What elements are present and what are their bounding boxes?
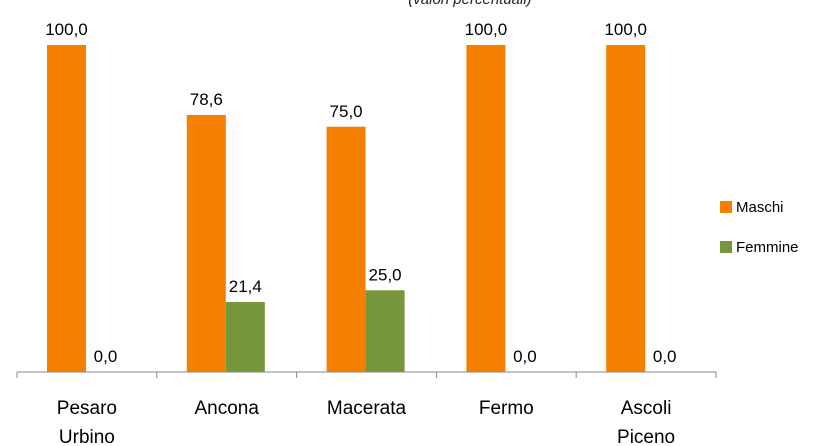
bar-maschi [186, 114, 226, 372]
x-axis [16, 371, 717, 378]
data-label-femmine: 25,0 [369, 265, 402, 284]
legend-label-femmine: Femmine [736, 238, 799, 256]
chart-subtitle: (valori percentuali) [360, 0, 580, 8]
data-label-femmine: 0,0 [653, 347, 677, 366]
bar-maschi [606, 45, 646, 372]
legend-swatch-maschi [720, 201, 732, 213]
category-labels-group: Pesaro Urbino Ancona Macerata Fermo Ascoli Pic… [57, 398, 675, 446]
data-label-maschi: 78,6 [190, 90, 223, 109]
data-label-maschi: 75,0 [330, 102, 363, 121]
value-labels-group: 100,0 0,0 78,6 21,4 75,0 25,0 100,0 0,0 100,0 0,0 [45, 20, 676, 366]
bar-femmine [225, 302, 265, 372]
legend: Maschi Femmine [720, 197, 799, 277]
data-label-femmine: 0,0 [94, 347, 118, 366]
category-label: Fermo [479, 398, 534, 419]
category-label: Ascoli [621, 398, 672, 419]
data-label-femmine: 21,4 [229, 277, 262, 296]
data-label-maschi: 100,0 [465, 20, 508, 39]
category-label: Urbino [59, 427, 115, 446]
category-label: Ancona [194, 398, 259, 419]
bars-group [47, 45, 646, 372]
bar-femmine [365, 290, 405, 372]
bar-maschi [466, 45, 506, 372]
legend-swatch-femmine [720, 241, 732, 253]
category-label: Macerata [327, 398, 407, 419]
category-label: Pesaro [57, 398, 117, 419]
legend-item-maschi: Maschi [720, 197, 799, 217]
data-label-femmine: 0,0 [513, 347, 537, 366]
bar-maschi [47, 45, 86, 372]
data-label-maschi: 100,0 [604, 20, 647, 39]
category-label: Piceno [617, 427, 675, 446]
bar-maschi [326, 126, 366, 372]
data-label-maschi: 100,0 [45, 20, 88, 39]
legend-item-femmine: Femmine [720, 237, 799, 257]
legend-label-maschi: Maschi [736, 198, 784, 216]
